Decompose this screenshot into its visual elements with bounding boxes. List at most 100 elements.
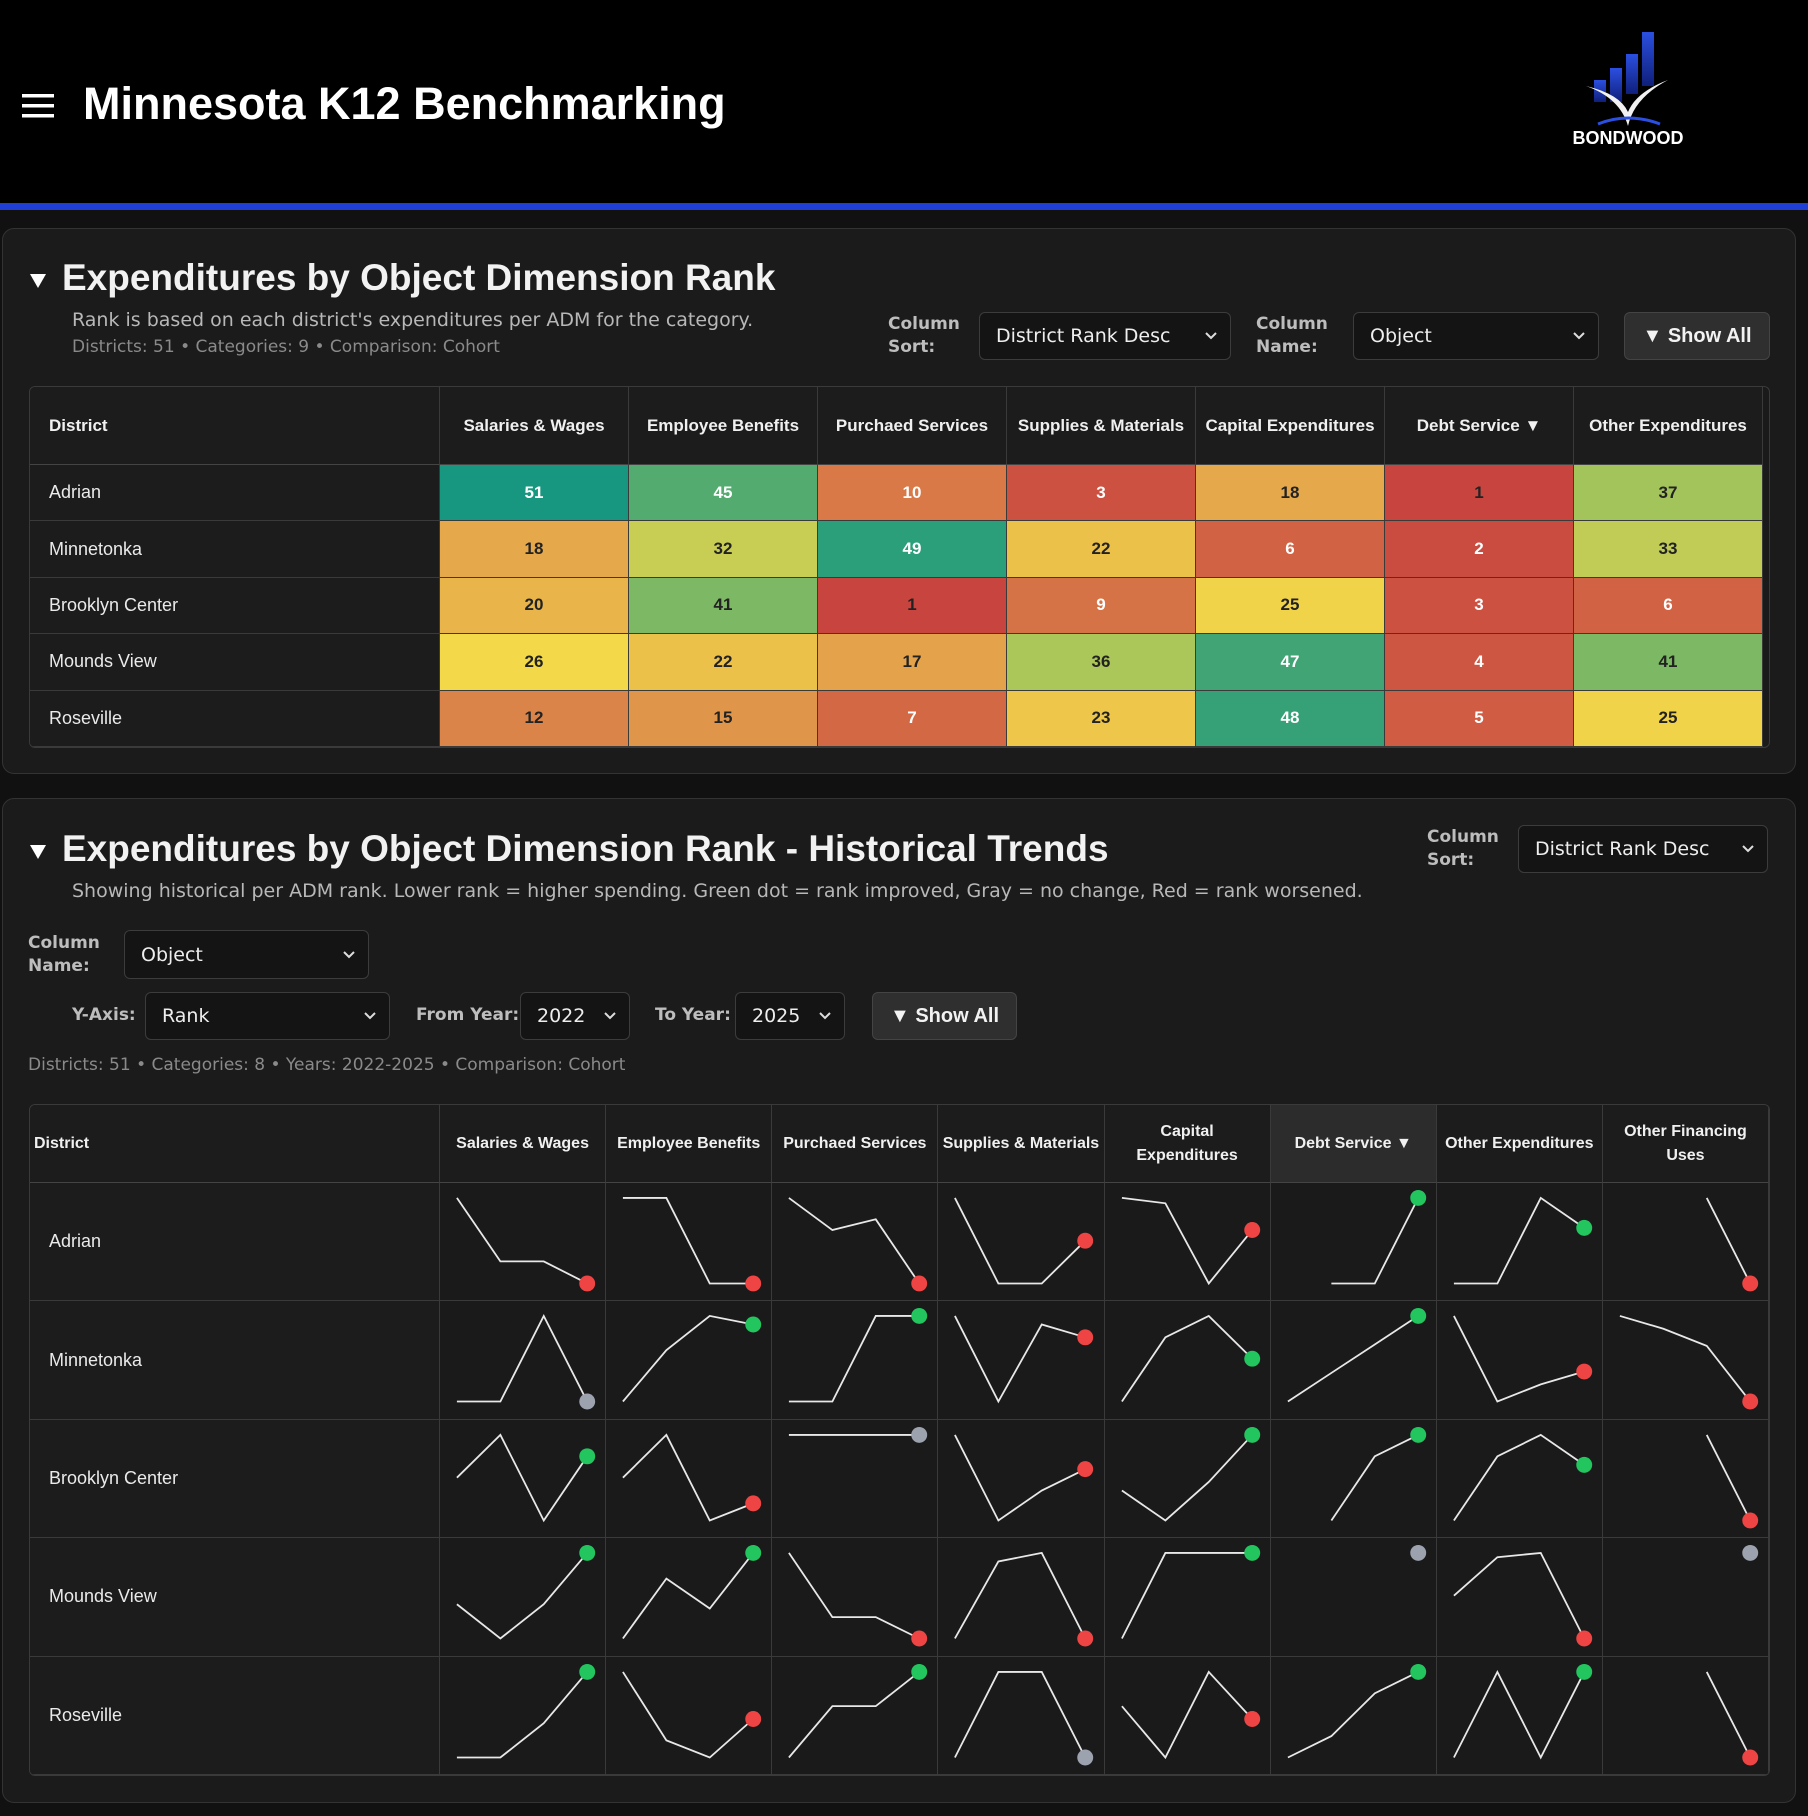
trend-line [954, 1197, 1087, 1285]
trend-cell [440, 1419, 607, 1539]
sparkline [456, 1433, 596, 1523]
trend-cell [938, 1419, 1105, 1539]
select[interactable]: Object [124, 930, 369, 979]
trend-cell [1436, 1538, 1603, 1657]
rank-cell: 1 [1385, 465, 1574, 522]
trend-line [954, 1670, 1087, 1758]
trend-cell [1602, 1538, 1769, 1657]
column-header: Other Expenditures [1574, 387, 1763, 465]
trend-dot [1742, 1393, 1759, 1410]
sparkline [1453, 1552, 1592, 1647]
panel-title: Expenditures by Object Dimension Rank - … [62, 828, 1109, 869]
sparkline [788, 1663, 928, 1758]
rank-cell: 22 [1007, 521, 1196, 578]
trend-dot [1243, 1426, 1260, 1443]
panel-description: Showing historical per ADM rank. Lower r… [72, 880, 1363, 902]
trend-dot [911, 1275, 928, 1292]
show-all-button[interactable]: ▼ Show All [872, 992, 1017, 1040]
trend-cell [1104, 1538, 1271, 1657]
sparkline [622, 1545, 762, 1640]
trend-dot [1576, 1663, 1592, 1680]
sparkline [1287, 1308, 1426, 1403]
chevron [1573, 332, 1585, 340]
sparkline [1120, 1545, 1260, 1640]
trend-line [622, 1671, 754, 1759]
rank-cell: 6 [1196, 521, 1385, 578]
chevron [819, 1012, 831, 1020]
rank-cell: 18 [440, 521, 629, 578]
select[interactable]: 2025 [735, 992, 845, 1040]
show-all-button[interactable]: ▼ Show All [1624, 312, 1770, 360]
sparkline [1705, 1671, 1759, 1766]
rank-cell: 1 [818, 577, 1007, 635]
trends-table: District Salaries & Wages Employee Benefit… [29, 1104, 1770, 1776]
rank-cell: 4 [1385, 634, 1574, 691]
collapse-toggle[interactable] [29, 843, 47, 861]
logo-mark [1586, 32, 1668, 126]
select[interactable]: Rank [145, 992, 390, 1040]
trend-line [622, 1315, 754, 1403]
trend-dot [1409, 1426, 1426, 1443]
menu-icon[interactable] [22, 94, 56, 120]
trend-line [1619, 1315, 1751, 1403]
trend-line [456, 1433, 588, 1523]
sparkline [623, 1197, 762, 1292]
trend-cell [1436, 1419, 1603, 1539]
trend-cell [938, 1183, 1105, 1302]
panel-description: Rank is based on each district's expendi… [72, 309, 754, 331]
select[interactable]: 2022 [520, 992, 630, 1040]
column-header: Salaries & Wages [440, 387, 629, 465]
district-name: Roseville [30, 1656, 440, 1775]
collapse-toggle[interactable] [29, 272, 47, 290]
rank-cell: 41 [1574, 634, 1763, 691]
trend-dot [745, 1275, 762, 1292]
select-value: District Rank Desc [996, 325, 1171, 347]
trend-dot [1243, 1351, 1260, 1368]
select-value: Object [1370, 325, 1432, 347]
trend-dot [1409, 1308, 1426, 1325]
trend-cell [1602, 1419, 1769, 1539]
trend-dot [911, 1308, 928, 1325]
trend-cell [440, 1538, 607, 1657]
trend-cell [772, 1538, 939, 1657]
top-bar: Minnesota K12 Benchmarking BONDWOOD [0, 0, 1808, 204]
rank-cell: 5 [1385, 690, 1574, 747]
trend-cell [606, 1656, 773, 1775]
column-header: Capital Expenditures [1196, 387, 1385, 465]
trend-dot [1077, 1749, 1094, 1766]
trend-dot [1576, 1219, 1592, 1236]
trend-dot [1409, 1189, 1426, 1206]
column-header: District [30, 387, 440, 465]
rank-cell: 12 [440, 690, 629, 747]
trend-cell [1270, 1656, 1437, 1775]
trend-dot [1409, 1663, 1426, 1680]
select-value: 2025 [752, 1005, 801, 1027]
control-label: Y-Axis: [72, 1005, 136, 1025]
trend-line [1120, 1315, 1253, 1403]
column-header: Debt Service ▼ [1385, 387, 1574, 465]
rank-cell: 45 [629, 465, 818, 522]
accent-bar [0, 203, 1808, 210]
trend-cell [772, 1183, 939, 1302]
sparkline [954, 1552, 1094, 1647]
sparkline [954, 1670, 1094, 1766]
trend-line [1452, 1315, 1585, 1404]
trend-line [623, 1197, 754, 1285]
select[interactable]: District Rank Desc [1518, 825, 1768, 873]
trend-dot [1576, 1456, 1592, 1473]
sparkline [1409, 1545, 1426, 1562]
trend-cell [606, 1419, 773, 1539]
rank-table: District Salaries & Wages Employee Benefit… [29, 386, 1770, 748]
trend-line [456, 1552, 588, 1640]
sparkline [1287, 1663, 1426, 1758]
district-name: Adrian [30, 465, 440, 522]
rank-cell: 49 [818, 521, 1007, 578]
trend-cell [440, 1183, 607, 1302]
trend-line [1452, 1669, 1585, 1760]
select[interactable]: District Rank Desc [979, 312, 1231, 360]
column-header: Salaries & Wages [440, 1105, 607, 1183]
select[interactable]: Object [1353, 312, 1599, 360]
trend-cell [1270, 1301, 1437, 1420]
trend-cell [1104, 1656, 1271, 1775]
sparkline [1742, 1545, 1759, 1562]
